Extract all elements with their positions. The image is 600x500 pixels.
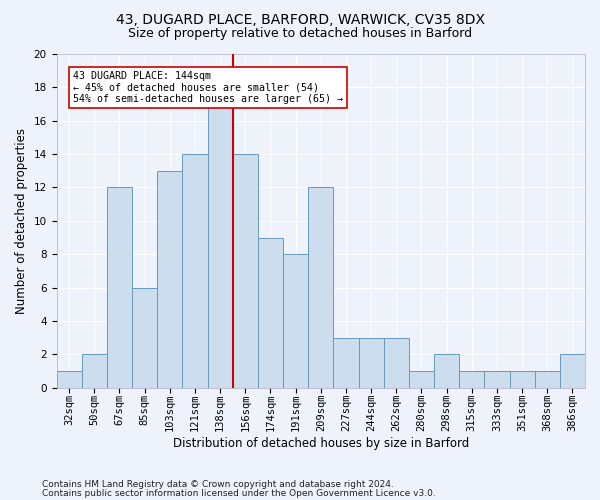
- Bar: [233, 154, 258, 388]
- Text: Size of property relative to detached houses in Barford: Size of property relative to detached ho…: [128, 28, 472, 40]
- Bar: [409, 371, 434, 388]
- Bar: [258, 238, 283, 388]
- Bar: [509, 371, 535, 388]
- Bar: [560, 354, 585, 388]
- Bar: [82, 354, 107, 388]
- Bar: [157, 171, 182, 388]
- Text: 43 DUGARD PLACE: 144sqm
← 45% of detached houses are smaller (54)
54% of semi-de: 43 DUGARD PLACE: 144sqm ← 45% of detache…: [73, 70, 343, 104]
- Y-axis label: Number of detached properties: Number of detached properties: [15, 128, 28, 314]
- Bar: [484, 371, 509, 388]
- Bar: [283, 254, 308, 388]
- Text: Contains public sector information licensed under the Open Government Licence v3: Contains public sector information licen…: [42, 489, 436, 498]
- Bar: [535, 371, 560, 388]
- Text: 43, DUGARD PLACE, BARFORD, WARWICK, CV35 8DX: 43, DUGARD PLACE, BARFORD, WARWICK, CV35…: [115, 12, 485, 26]
- Bar: [434, 354, 459, 388]
- Bar: [208, 104, 233, 388]
- X-axis label: Distribution of detached houses by size in Barford: Distribution of detached houses by size …: [173, 437, 469, 450]
- Bar: [132, 288, 157, 388]
- Text: Contains HM Land Registry data © Crown copyright and database right 2024.: Contains HM Land Registry data © Crown c…: [42, 480, 394, 489]
- Bar: [56, 371, 82, 388]
- Bar: [334, 338, 359, 388]
- Bar: [383, 338, 409, 388]
- Bar: [359, 338, 383, 388]
- Bar: [182, 154, 208, 388]
- Bar: [308, 188, 334, 388]
- Bar: [107, 188, 132, 388]
- Bar: [459, 371, 484, 388]
